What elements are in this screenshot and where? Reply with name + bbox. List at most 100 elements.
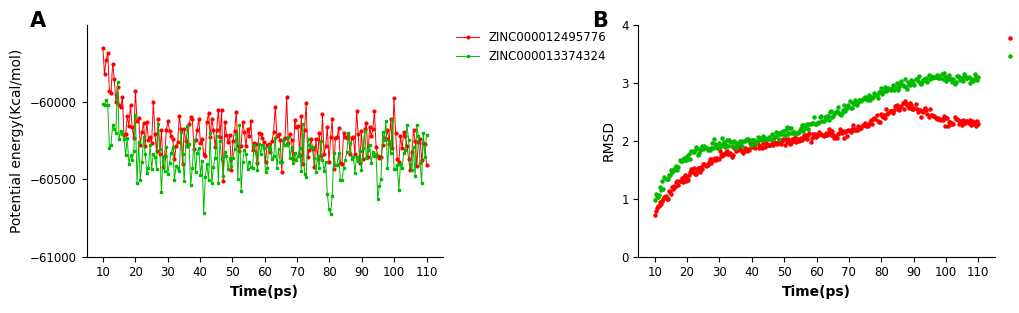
ZINC000012495776 bbox=[827, 135, 844, 140]
ZINC000013374324 bbox=[915, 76, 931, 81]
ZINC000013374324 bbox=[884, 88, 901, 93]
ZINC000013374324 bbox=[737, 138, 753, 143]
ZINC000013374324 bbox=[860, 93, 876, 98]
ZINC000013374324 bbox=[830, 111, 847, 116]
ZINC000012495776 bbox=[664, 187, 681, 192]
ZINC000012495776 bbox=[660, 188, 677, 193]
ZINC000013374324 bbox=[876, 85, 893, 90]
ZINC000013374324 bbox=[651, 185, 667, 190]
ZINC000013374324 bbox=[964, 78, 980, 83]
ZINC000013374324 bbox=[800, 126, 816, 131]
ZINC000012495776 bbox=[886, 103, 902, 108]
ZINC000012495776 bbox=[720, 151, 737, 156]
ZINC000012495776 bbox=[969, 121, 985, 126]
ZINC000013374324 bbox=[699, 147, 715, 152]
ZINC000013374324 bbox=[910, 73, 926, 78]
ZINC000012495776 bbox=[719, 152, 736, 157]
ZINC000013374324 bbox=[673, 158, 689, 163]
ZINC000012495776 bbox=[755, 137, 771, 142]
ZINC000013374324 bbox=[755, 137, 771, 142]
ZINC000013374324 bbox=[824, 113, 841, 118]
ZINC000013374324 bbox=[720, 137, 737, 142]
ZINC000012495776 bbox=[848, 128, 864, 133]
ZINC000013374324 bbox=[706, 142, 722, 147]
ZINC000012495776 bbox=[674, 180, 690, 185]
ZINC000013374324 bbox=[658, 177, 675, 182]
ZINC000013374324 bbox=[929, 75, 946, 80]
ZINC000013374324 bbox=[655, 174, 672, 179]
ZINC000012495776 bbox=[914, 110, 930, 115]
ZINC000013374324 bbox=[671, 158, 687, 163]
ZINC000012495776 bbox=[801, 131, 817, 136]
ZINC000013374324 bbox=[686, 147, 702, 152]
ZINC000013374324 bbox=[779, 131, 795, 136]
ZINC000012495776 bbox=[760, 142, 776, 147]
ZINC000012495776 bbox=[683, 167, 699, 172]
ZINC000012495776 bbox=[701, 156, 717, 162]
ZINC000012495776 bbox=[856, 120, 872, 125]
ZINC000013374324 bbox=[786, 129, 802, 134]
ZINC000013374324 bbox=[943, 76, 959, 81]
ZINC000013374324 bbox=[689, 152, 705, 157]
ZINC000013374324 bbox=[772, 130, 789, 135]
ZINC000012495776 bbox=[709, 156, 726, 161]
ZINC000013374324 bbox=[928, 72, 945, 77]
ZINC000012495776 bbox=[681, 172, 697, 177]
ZINC000013374324 bbox=[732, 139, 748, 144]
ZINC000013374324 bbox=[819, 114, 836, 119]
ZINC000012495776 bbox=[928, 116, 945, 121]
ZINC000012495776 bbox=[950, 122, 966, 127]
ZINC000012495776 bbox=[898, 102, 914, 107]
ZINC000012495776 bbox=[767, 140, 784, 145]
ZINC000012495776 bbox=[818, 133, 835, 138]
ZINC000012495776 bbox=[651, 199, 667, 204]
ZINC000013374324 bbox=[663, 169, 680, 174]
ZINC000012495776 bbox=[933, 117, 950, 122]
ZINC000013374324 bbox=[874, 89, 891, 94]
ZINC000012495776 bbox=[217, 179, 229, 183]
ZINC000013374324 bbox=[702, 146, 718, 151]
ZINC000013374324 bbox=[775, 132, 792, 137]
ZINC000012495776 bbox=[879, 111, 896, 116]
ZINC000013374324 bbox=[691, 148, 707, 153]
ZINC000013374324 bbox=[787, 131, 803, 136]
ZINC000012495776 bbox=[682, 169, 698, 174]
ZINC000013374324 bbox=[703, 141, 719, 146]
ZINC000012495776 bbox=[904, 107, 920, 112]
ZINC000012495776 bbox=[966, 120, 982, 125]
ZINC000012495776 bbox=[802, 139, 818, 144]
ZINC000012495776 bbox=[779, 136, 795, 141]
ZINC000012495776 bbox=[794, 136, 810, 141]
ZINC000013374324 bbox=[909, 79, 925, 84]
ZINC000012495776 bbox=[667, 179, 684, 184]
ZINC000013374324 bbox=[902, 78, 918, 83]
ZINC000013374324 bbox=[805, 114, 821, 119]
ZINC000013374324 bbox=[963, 77, 979, 82]
ZINC000013374324 bbox=[727, 145, 743, 150]
ZINC000012495776 bbox=[862, 118, 878, 123]
ZINC000012495776 bbox=[744, 141, 760, 146]
ZINC000013374324 bbox=[780, 131, 796, 136]
ZINC000012495776 bbox=[814, 133, 830, 138]
ZINC000013374324 bbox=[765, 134, 782, 139]
ZINC000012495776 bbox=[955, 120, 971, 125]
ZINC000012495776 bbox=[788, 140, 804, 145]
ZINC000013374324 bbox=[868, 96, 884, 101]
ZINC000013374324 bbox=[864, 94, 880, 99]
ZINC000013374324 bbox=[761, 136, 777, 141]
ZINC000013374324 bbox=[726, 140, 742, 145]
ZINC000013374324 bbox=[759, 136, 775, 141]
ZINC000013374324 bbox=[887, 86, 903, 91]
ZINC000013374324 bbox=[897, 85, 913, 90]
ZINC000013374324 bbox=[883, 83, 900, 88]
ZINC000013374324 bbox=[844, 100, 860, 105]
ZINC000013374324 bbox=[913, 79, 929, 84]
ZINC000013374324 bbox=[662, 168, 679, 173]
ZINC000012495776 bbox=[672, 178, 688, 183]
ZINC000013374324 bbox=[894, 82, 910, 87]
ZINC000012495776 bbox=[874, 114, 891, 119]
ZINC000012495776 bbox=[669, 182, 686, 187]
ZINC000012495776 bbox=[855, 122, 871, 127]
ZINC000013374324 bbox=[773, 131, 790, 136]
ZINC000012495776 bbox=[679, 176, 695, 181]
